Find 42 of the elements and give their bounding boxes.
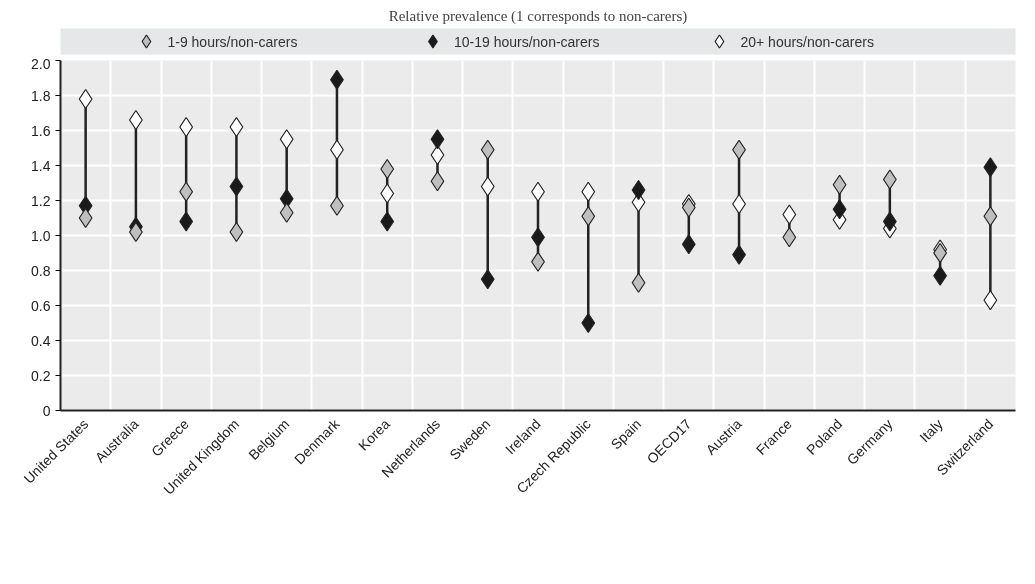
point (279, 129, 294, 150)
point (782, 227, 797, 248)
y-tick-label: 0 (42, 402, 51, 419)
point (882, 211, 897, 232)
point (229, 176, 244, 197)
y-tick-label: 0.4 (31, 332, 51, 349)
y-tick-label: 0.8 (31, 262, 51, 279)
y-tick-label: 0.6 (31, 297, 51, 314)
point (380, 183, 395, 204)
point (631, 272, 646, 293)
point (480, 139, 495, 160)
point (480, 269, 495, 290)
point (681, 197, 696, 218)
point (179, 211, 194, 232)
y-tick-label: 2.0 (31, 55, 51, 72)
point (882, 169, 897, 190)
point (832, 199, 847, 220)
point (179, 181, 194, 202)
point (430, 129, 445, 150)
point (983, 157, 998, 178)
point (480, 176, 495, 197)
y-tick-label: 1.8 (31, 87, 51, 104)
point (380, 211, 395, 232)
y-tick-label: 1.6 (31, 122, 51, 139)
y-tick-label: 0.2 (31, 367, 51, 384)
legend-label: 1-9 hours/non-carers (167, 33, 298, 50)
point (430, 171, 445, 192)
point (581, 206, 596, 227)
point (933, 265, 948, 286)
legend-label: 20+ hours/non-carers (740, 33, 874, 50)
point (581, 181, 596, 202)
point (983, 206, 998, 227)
y-tick-label: 1.2 (31, 192, 51, 209)
legend-label: 10-19 hours/non-carers (453, 33, 600, 50)
point (279, 202, 294, 223)
y-tick-label: 1.0 (31, 227, 51, 244)
point (832, 174, 847, 195)
y-tick-label: 1.4 (31, 157, 51, 174)
point (681, 234, 696, 255)
point (983, 290, 998, 311)
point (782, 204, 797, 225)
chart-subtitle: Relative prevalence (1 corresponds to non-carers) (388, 7, 688, 25)
